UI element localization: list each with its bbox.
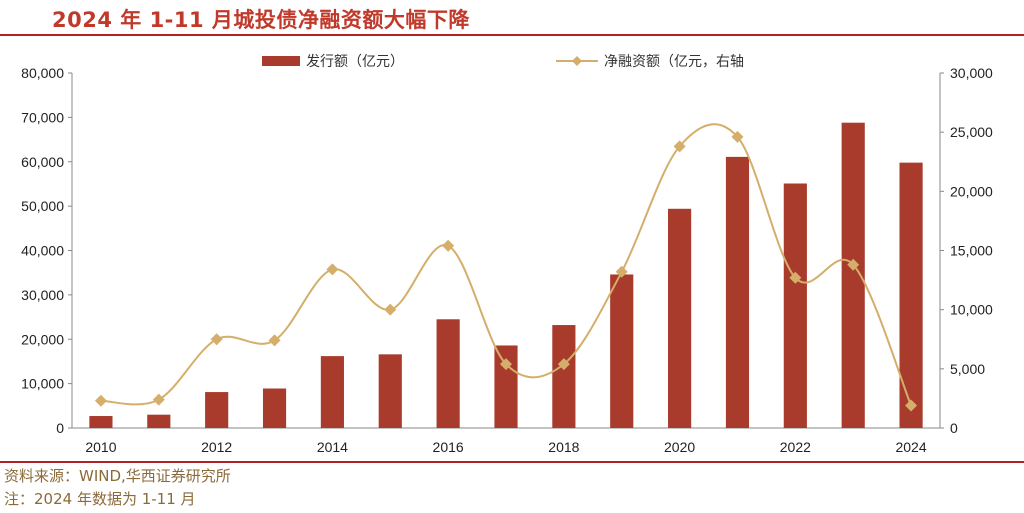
y-left-tick-label: 0 <box>56 420 64 436</box>
line-point <box>94 394 107 407</box>
legend-label-net-financing: 净融资额（亿元，右轴 <box>604 54 744 70</box>
x-tick-label: 2010 <box>85 439 116 455</box>
bar <box>378 354 402 428</box>
chart: 0 10,000 20,000 30,000 40,000 50,000 60,000 70,… <box>21 54 993 455</box>
y-left-tick-label: 50,000 <box>21 198 64 214</box>
y-right-tick-label: 10,000 <box>950 302 993 318</box>
y-right-tick-label: 0 <box>950 420 958 436</box>
bar <box>205 392 229 428</box>
x-tick-label: 2016 <box>433 439 464 455</box>
y-left-tick-label: 80,000 <box>21 65 64 81</box>
line-point <box>905 399 918 412</box>
line-point <box>789 271 802 284</box>
bar <box>841 122 865 428</box>
bar <box>147 414 171 428</box>
bar <box>89 416 113 428</box>
line-point <box>210 333 223 346</box>
y-left-tick-label: 20,000 <box>21 331 64 347</box>
legend: 发行额（亿元） 净融资额（亿元，右轴 <box>262 54 744 70</box>
source-note: 资料来源：WIND,华西证券研究所 <box>4 467 231 485</box>
line-point <box>500 358 512 371</box>
bar <box>436 319 460 428</box>
page-title: 2024 年 1-11 月城投债净融资额大幅下降 <box>52 8 470 32</box>
x-tick-label: 2020 <box>664 439 695 455</box>
title-divider <box>0 34 1024 36</box>
x-tick-label: 2014 <box>317 439 348 455</box>
legend-label-issuance: 发行额（亿元） <box>306 54 404 70</box>
line-point <box>442 239 455 252</box>
bar <box>262 388 287 428</box>
line-point <box>268 334 281 347</box>
legend-bar-swatch <box>262 56 300 66</box>
bar <box>725 156 750 428</box>
bar <box>552 325 576 428</box>
bar <box>783 183 807 428</box>
y-left-tick-label: 60,000 <box>21 154 64 170</box>
y-left-tick-label: 10,000 <box>21 376 64 392</box>
y-right-tick-label: 20,000 <box>950 183 993 199</box>
footer-divider <box>0 461 1024 463</box>
x-tick-label: 2012 <box>201 439 232 455</box>
bar <box>320 356 344 428</box>
bar <box>899 162 923 428</box>
plot-area: 0 10,000 20,000 30,000 40,000 50,000 60,000 70,… <box>21 65 993 455</box>
bar <box>668 208 692 428</box>
y-right-tick-label: 5,000 <box>950 361 985 377</box>
y-right-tick-label: 15,000 <box>950 243 993 259</box>
line-point <box>847 258 860 271</box>
line-point <box>673 140 686 153</box>
x-tick-label: 2022 <box>780 439 811 455</box>
y-left-tick-label: 40,000 <box>21 243 64 259</box>
bar <box>610 274 634 428</box>
line-point <box>557 358 570 371</box>
x-tick-label: 2018 <box>548 439 579 455</box>
line-point <box>384 303 397 316</box>
y-right-tick-label: 25,000 <box>950 124 993 140</box>
line-point <box>615 265 628 278</box>
y-right-tick-label: 30,000 <box>950 65 993 81</box>
legend-line-marker <box>572 56 582 66</box>
data-note: 注：2024 年数据为 1-11 月 <box>4 490 196 508</box>
y-left-tick-label: 70,000 <box>21 109 64 125</box>
line-point <box>731 130 744 143</box>
bar <box>494 345 518 428</box>
y-left-tick-label: 30,000 <box>21 287 64 303</box>
line-point <box>152 393 165 406</box>
x-tick-label: 2024 <box>895 439 926 455</box>
line-point <box>326 263 339 276</box>
